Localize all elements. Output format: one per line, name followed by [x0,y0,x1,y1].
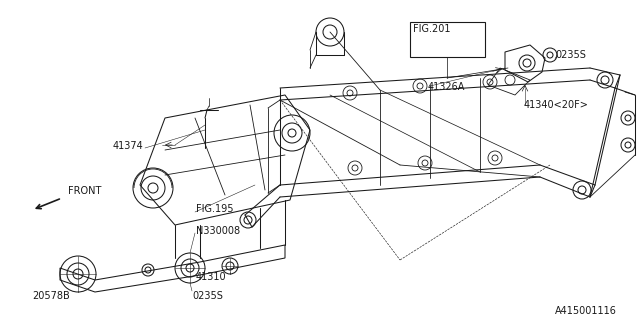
Text: 0235S: 0235S [555,50,586,60]
Text: FIG.195: FIG.195 [196,204,234,214]
Text: 41310: 41310 [196,272,227,282]
FancyBboxPatch shape [410,22,485,57]
Text: N330008: N330008 [196,226,240,236]
Text: FRONT: FRONT [68,186,101,196]
Text: A415001116: A415001116 [555,306,617,316]
Text: 0235S: 0235S [192,291,223,301]
Text: 20578B: 20578B [32,291,70,301]
Text: 41326A: 41326A [428,82,465,92]
Text: 41340<20F>: 41340<20F> [524,100,589,110]
Text: 41374: 41374 [113,141,144,151]
Text: FIG.201: FIG.201 [413,24,451,34]
